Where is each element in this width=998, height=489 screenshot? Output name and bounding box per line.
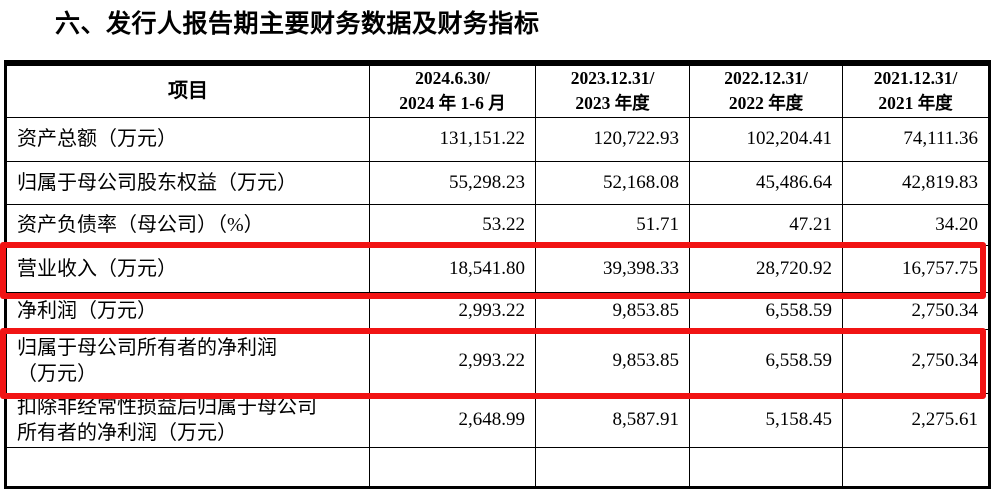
- cell-value: 9,853.85: [535, 291, 690, 330]
- cell-value: 39,398.33: [535, 244, 690, 293]
- table-header-row: 项目 2024.6.30/ 2024 年 1-6 月 2023.12.31/ 2…: [5, 62, 990, 118]
- cell-value: 47.21: [689, 203, 843, 246]
- cell-value: 34.20: [842, 203, 990, 246]
- financial-data-table: 项目 2024.6.30/ 2024 年 1-6 月 2023.12.31/ 2…: [4, 60, 991, 489]
- cell-value: 74,111.36: [842, 116, 990, 162]
- cell-value: 2,993.22: [369, 328, 536, 394]
- table-row-debt-ratio: 资产负债率（母公司）（%） 53.22 51.71 47.21 34.20: [5, 203, 990, 246]
- table-row-net-profit: 净利润（万元） 2,993.22 9,853.85 6,558.59 2,750…: [5, 291, 990, 330]
- cell-value: 42,819.83: [842, 160, 990, 205]
- table-row-partial: [5, 446, 990, 488]
- table-row-operating-revenue: 营业收入（万元） 18,541.80 39,398.33 28,720.92 1…: [5, 244, 990, 293]
- cell-value: 52,168.08: [535, 160, 690, 205]
- cell-value: 53.22: [369, 203, 536, 246]
- column-header-period-2021: 2021.12.31/ 2021 年度: [842, 62, 990, 118]
- cell-value: 55,298.23: [369, 160, 536, 205]
- cell-value: 51.71: [535, 203, 690, 246]
- cell-value: 102,204.41: [689, 116, 843, 162]
- cell-value: 2,993.22: [369, 291, 536, 330]
- column-header-period-2023: 2023.12.31/ 2023 年度: [535, 62, 690, 118]
- table-row-total-assets: 资产总额（万元） 131,151.22 120,722.93 102,204.4…: [5, 116, 990, 162]
- cell-value: 18,541.80: [369, 244, 536, 293]
- cell-value: 28,720.92: [689, 244, 843, 293]
- cell-value: 2,750.34: [842, 328, 990, 394]
- column-header-item: 项目: [5, 62, 370, 118]
- cell-value: 6,558.59: [689, 328, 843, 394]
- cell-value: 2,275.61: [842, 392, 990, 448]
- cell-value: 8,587.91: [535, 392, 690, 448]
- row-label: 扣除非经常性损益后归属于母公司 所有者的净利润（万元）: [5, 392, 370, 448]
- cell-value: 120,722.93: [535, 116, 690, 162]
- cell-value: 45,486.64: [689, 160, 843, 205]
- cell-value: 16,757.75: [842, 244, 990, 293]
- row-label: 资产负债率（母公司）（%）: [5, 203, 370, 246]
- table-row-net-profit-parent: 归属于母公司所有者的净利润 （万元） 2,993.22 9,853.85 6,5…: [5, 328, 990, 394]
- row-label: 归属于母公司股东权益（万元）: [5, 160, 370, 205]
- row-label: 净利润（万元）: [5, 291, 370, 330]
- cell-value: 2,648.99: [369, 392, 536, 448]
- row-label: 营业收入（万元）: [5, 244, 370, 293]
- column-header-period-2022: 2022.12.31/ 2022 年度: [689, 62, 843, 118]
- row-label: 资产总额（万元）: [5, 116, 370, 162]
- cell-value: 5,158.45: [689, 392, 843, 448]
- cell-value: 6,558.59: [689, 291, 843, 330]
- cell-value: 2,750.34: [842, 291, 990, 330]
- row-label: 归属于母公司所有者的净利润 （万元）: [5, 328, 370, 394]
- column-header-period-2024h1: 2024.6.30/ 2024 年 1-6 月: [369, 62, 536, 118]
- table-row-parent-equity: 归属于母公司股东权益（万元） 55,298.23 52,168.08 45,48…: [5, 160, 990, 205]
- cell-value: 9,853.85: [535, 328, 690, 394]
- cell-value: 131,151.22: [369, 116, 536, 162]
- section-title: 六、发行人报告期主要财务数据及财务指标: [55, 10, 540, 38]
- table-row-net-profit-deducted: 扣除非经常性损益后归属于母公司 所有者的净利润（万元） 2,648.99 8,5…: [5, 392, 990, 448]
